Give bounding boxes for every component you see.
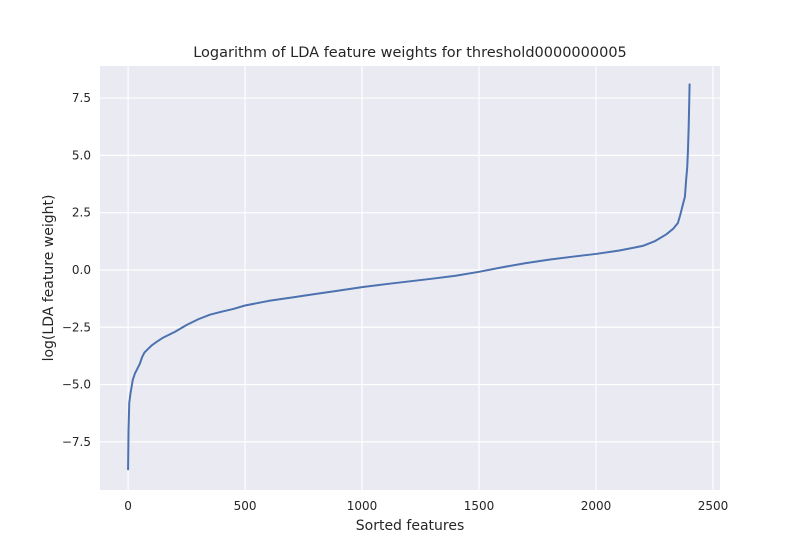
plot-area (100, 66, 720, 490)
y-tick-label: −2.5 (62, 320, 91, 334)
x-tick-label: 1000 (347, 499, 378, 513)
y-gridlines (100, 97, 720, 443)
y-tick-label: 5.0 (72, 148, 91, 162)
x-tick-label: 500 (234, 499, 257, 513)
x-tick-labels: 0 500 1000 1500 2000 2500 (124, 499, 728, 513)
x-tick-label: 0 (124, 499, 132, 513)
y-tick-label: −7.5 (62, 435, 91, 449)
series-line (127, 83, 691, 471)
x-tick-label: 2000 (581, 499, 612, 513)
x-axis-title: Sorted features (356, 518, 465, 534)
y-tick-label: 2.5 (72, 206, 91, 220)
y-tick-label: 7.5 (72, 91, 91, 105)
y-tick-label: −5.0 (62, 378, 91, 392)
chart-title: Logarithm of LDA feature weights for thr… (193, 45, 627, 61)
y-axis-title: log(LDA feature weight) (41, 195, 57, 362)
x-tick-label: 2500 (698, 499, 729, 513)
series-layer (127, 83, 691, 471)
y-tick-label: 0.0 (72, 263, 91, 277)
x-tick-label: 1500 (464, 499, 495, 513)
y-tick-labels: −7.5 −5.0 −2.5 0.0 2.5 5.0 7.5 (62, 91, 91, 449)
